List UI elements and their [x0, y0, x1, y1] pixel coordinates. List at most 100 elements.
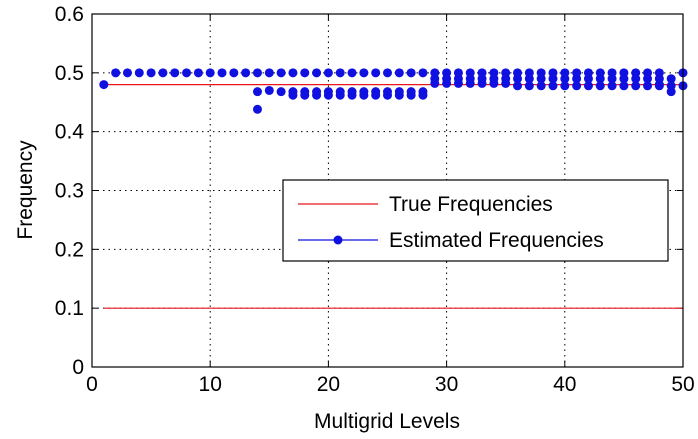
estimated-frequency-point [572, 81, 582, 91]
estimated-frequency-point [560, 74, 570, 84]
tick-labels: 0 10 20 30 40 50 0 0.1 0.2 0.3 0.4 0.5 0.6 [55, 3, 695, 396]
estimated-frequency-point [99, 80, 109, 90]
estimated-frequency-point [300, 90, 310, 100]
legend-estimated-label: Estimated Frequencies [389, 229, 604, 252]
estimated-frequency-point [383, 90, 392, 100]
estimated-frequency-point [643, 81, 653, 91]
legend-estimated-marker [333, 235, 343, 245]
estimated-frequency-point [217, 68, 227, 78]
estimated-frequency-point [288, 68, 298, 78]
estimated-frequency-point [548, 74, 558, 84]
estimated-frequency-point [631, 74, 641, 84]
estimated-frequency-point [158, 68, 168, 78]
estimated-frequency-point [465, 78, 475, 88]
estimated-frequency-point [347, 90, 357, 100]
estimated-frequency-point [383, 68, 392, 78]
estimated-frequency-point [595, 74, 605, 84]
y-tick-label: 0.1 [55, 297, 84, 320]
estimated-frequency-point [489, 78, 499, 88]
estimated-frequency-point [513, 81, 523, 91]
estimated-frequency-point [359, 68, 369, 78]
estimated-frequency-point [205, 68, 215, 78]
estimated-frequency-point [607, 81, 617, 91]
legend: True Frequencies Estimated Frequencies [282, 179, 669, 262]
estimated-frequency-point [619, 81, 629, 91]
estimated-frequency-point [666, 87, 676, 97]
estimated-frequency-point [276, 68, 286, 78]
x-tick-label: 10 [199, 373, 222, 396]
estimated-frequency-point [595, 81, 605, 91]
estimated-frequency-point [276, 87, 286, 97]
y-tick-label: 0 [72, 356, 84, 379]
y-tick-label: 0.5 [55, 62, 84, 85]
series-layer [99, 68, 688, 309]
estimated-frequency-point [536, 81, 546, 91]
estimated-frequency-point [371, 68, 381, 78]
estimated-frequency-point [359, 90, 369, 100]
x-tick-label: 0 [86, 373, 98, 396]
estimated-frequency-point [631, 81, 641, 91]
estimated-frequency-point [335, 90, 345, 100]
estimated-frequency-point [430, 78, 440, 88]
estimated-frequency-point [418, 90, 428, 100]
estimated-frequency-point [442, 78, 452, 88]
estimated-frequency-point [323, 90, 333, 100]
x-axis-label: Multigrid Levels [314, 410, 460, 433]
estimated-frequency-point [654, 81, 664, 91]
estimated-frequency-point [583, 81, 593, 91]
estimated-frequency-point [300, 68, 310, 78]
estimated-frequency-point [501, 78, 511, 88]
x-tick-label: 50 [671, 373, 694, 396]
estimated-frequency-point [524, 74, 534, 84]
estimated-frequency-point [394, 90, 404, 100]
estimated-frequency-point [536, 74, 546, 84]
estimated-frequency-point [418, 68, 428, 78]
estimated-frequency-point [666, 74, 676, 84]
estimated-frequency-point [394, 68, 404, 78]
x-tick-label: 20 [317, 373, 340, 396]
estimated-frequency-point [241, 68, 251, 78]
estimated-frequency-point [252, 87, 262, 97]
estimated-frequency-point [288, 90, 298, 100]
estimated-frequency-point [170, 68, 180, 78]
y-tick-label: 0.6 [55, 3, 84, 26]
estimated-frequency-point [264, 85, 274, 95]
estimated-frequency-point [252, 68, 262, 78]
estimated-frequency-point [182, 68, 192, 78]
plot-frame [91, 13, 684, 368]
estimated-frequency-point [312, 68, 322, 78]
y-tick-label: 0.3 [55, 180, 84, 203]
estimated-frequency-point [548, 81, 558, 91]
estimated-frequency-point [406, 90, 416, 100]
estimated-frequency-point [252, 104, 262, 114]
estimated-frequency-point [146, 68, 156, 78]
estimated-frequency-point [513, 74, 523, 84]
estimated-frequency-point [643, 74, 653, 84]
estimated-frequency-point [607, 74, 617, 84]
y-axis-label: Frequency [14, 140, 37, 240]
estimated-frequency-point [229, 68, 239, 78]
estimated-frequency-point [583, 74, 593, 84]
y-tick-label: 0.4 [55, 121, 85, 144]
y-tick-label: 0.2 [55, 238, 84, 261]
legend-true-label: True Frequencies [389, 193, 553, 216]
estimated-frequency-point [323, 68, 333, 78]
estimated-frequency-point [312, 90, 322, 100]
x-tick-label: 40 [553, 373, 576, 396]
estimated-frequency-point [347, 68, 357, 78]
estimated-frequency-point [111, 68, 121, 78]
estimated-frequency-point [477, 78, 487, 88]
estimated-frequency-point [572, 74, 582, 84]
estimated-frequency-point [406, 68, 416, 78]
estimated-frequency-point [264, 68, 274, 78]
x-tick-label: 30 [435, 373, 458, 396]
estimated-frequency-point [560, 81, 570, 91]
estimated-frequency-point [134, 68, 144, 78]
estimated-frequency-point [524, 81, 534, 91]
estimated-frequency-point [193, 68, 203, 78]
estimated-frequency-point [335, 68, 345, 78]
estimated-frequency-point [122, 68, 132, 78]
legend-box [282, 179, 669, 262]
